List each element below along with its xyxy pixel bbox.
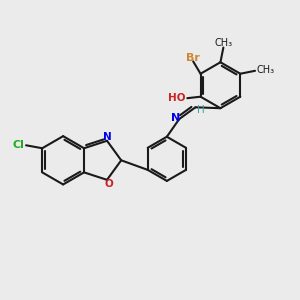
Text: HO: HO: [168, 93, 186, 103]
Text: CH₃: CH₃: [256, 65, 274, 76]
Text: H: H: [197, 105, 205, 115]
Text: N: N: [103, 132, 111, 142]
Text: CH₃: CH₃: [214, 38, 232, 48]
Text: Br: Br: [186, 53, 200, 63]
Text: N: N: [171, 113, 180, 124]
Text: Cl: Cl: [12, 140, 24, 150]
Text: O: O: [104, 179, 113, 189]
